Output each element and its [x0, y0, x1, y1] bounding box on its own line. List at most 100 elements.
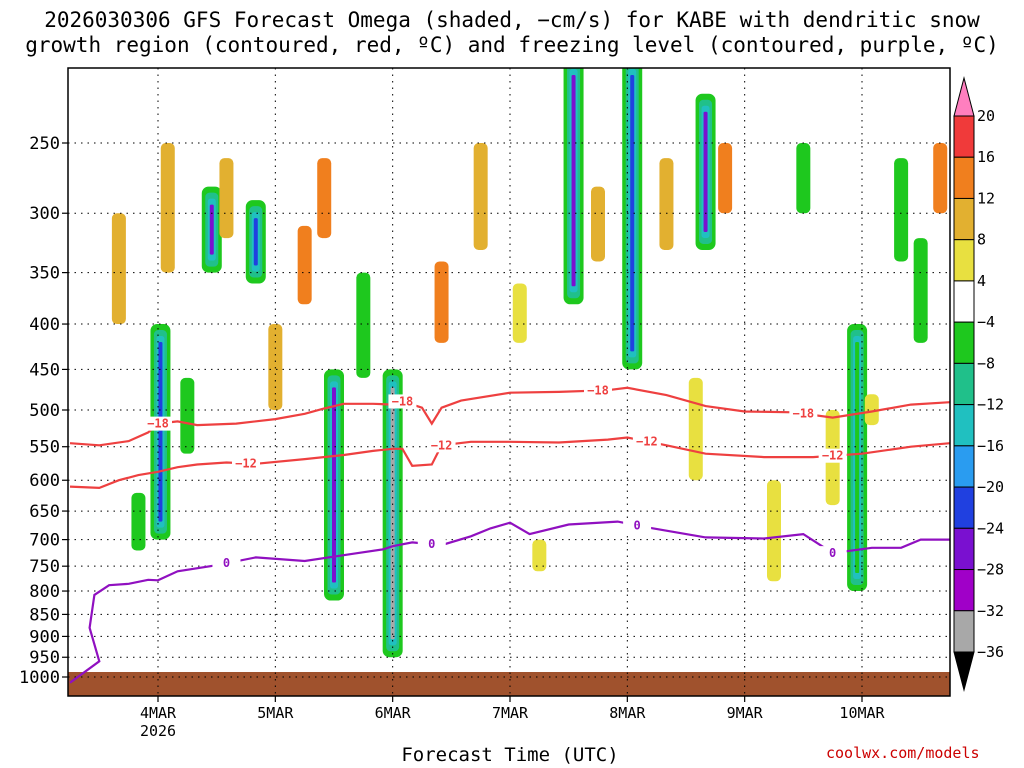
- omega-cell: [332, 387, 336, 583]
- contour-line-m12: [69, 436, 950, 490]
- contour-label-bg: [212, 556, 241, 571]
- omega-cell: [390, 387, 395, 640]
- colorbar-segment: [953, 115, 975, 158]
- y-tick-label: 250: [29, 134, 60, 154]
- contour-labels: −18 −18 −18 −18 −12 −12 −12 −12 0 0 0 0: [144, 383, 847, 571]
- omega-cell: [767, 480, 781, 582]
- omega-cell: [317, 158, 332, 239]
- y-tick-label: 850: [29, 605, 60, 625]
- omega-cell: [356, 272, 371, 378]
- omega-cell: [913, 238, 928, 343]
- colorbar-label: −8: [977, 354, 995, 372]
- contour-label: −18: [147, 417, 169, 431]
- y-axis: 2503003504004505005506006507007508008509…: [19, 134, 68, 688]
- contour-label: 0: [428, 537, 435, 551]
- x-tick-label: 6MAR: [375, 704, 412, 722]
- omega-cell: [703, 111, 708, 232]
- credit-link[interactable]: coolwx.com/models: [826, 744, 980, 762]
- omega-cell: [933, 143, 948, 214]
- colorbar-label: 12: [977, 189, 995, 207]
- gridlines: [68, 68, 950, 696]
- y-tick-label: 600: [29, 471, 60, 491]
- contour-label-bg: [789, 406, 818, 421]
- colorbar-max-triangle: [953, 76, 975, 117]
- y-tick-label: 650: [29, 502, 60, 522]
- omega-cell: [571, 75, 576, 287]
- omega-cell: [688, 377, 703, 481]
- omega-cell: [131, 492, 146, 551]
- colorbar-min-triangle: [953, 651, 975, 692]
- contour-label: 0: [829, 546, 836, 560]
- colorbar-segment: [953, 404, 975, 447]
- colorbar-label: −24: [977, 519, 1004, 537]
- omega-cell: [630, 75, 635, 352]
- contour-label-bg: [632, 434, 661, 449]
- x-tick-label: 7MAR: [492, 704, 529, 722]
- y-tick-label: 700: [29, 531, 60, 551]
- omega-cell: [591, 186, 605, 262]
- x-tick-sublabel: 2026: [140, 722, 176, 740]
- colorbar-segment: [953, 280, 975, 323]
- contour-label: −12: [235, 456, 257, 470]
- y-tick-label: 450: [29, 360, 60, 380]
- y-tick-label: 800: [29, 582, 60, 602]
- colorbar-label: 4: [977, 272, 986, 290]
- colorbar-segment: [953, 156, 975, 199]
- colorbar-segment: [953, 569, 975, 612]
- y-tick-label: 400: [29, 315, 60, 335]
- contour-label: −18: [392, 394, 414, 408]
- colorbar-label: −16: [977, 437, 1004, 455]
- colorbar-label: −20: [977, 478, 1004, 496]
- ground-surface: [68, 672, 950, 696]
- omega-cell: [297, 225, 312, 305]
- contour-label: −18: [792, 407, 814, 421]
- colorbar-label: 16: [977, 148, 995, 166]
- contour-label-bg: [232, 456, 260, 471]
- contour-label-bg: [623, 518, 652, 533]
- chart-title: 2026030306 GFS Forecast Omega (shaded, −…: [0, 8, 1024, 58]
- y-tick-label: 1000: [19, 668, 60, 688]
- omega-cell: [894, 158, 909, 262]
- omega-cell: [219, 158, 234, 239]
- omega-cell: [512, 283, 527, 343]
- colorbar-label: −32: [977, 602, 1004, 620]
- colorbar-label: −4: [977, 313, 995, 331]
- omega-cell: [111, 213, 126, 325]
- contour-label-bg: [818, 448, 847, 463]
- omega-cell: [158, 342, 163, 522]
- contour-label-bg: [427, 438, 456, 453]
- x-tick-label: 10MAR: [839, 704, 885, 722]
- contour-label-bg: [388, 394, 417, 409]
- y-tick-label: 350: [29, 264, 60, 284]
- chart-title-line2: growth region (contoured, red, ºC) and f…: [25, 33, 999, 57]
- omega-cell: [659, 158, 674, 250]
- contour-label-bg: [818, 546, 847, 561]
- omega-cell: [209, 204, 214, 255]
- colorbar-label: −36: [977, 643, 1004, 661]
- colorbar-label: 20: [977, 107, 995, 125]
- x-tick-label: 8MAR: [609, 704, 646, 722]
- colorbar-segment: [953, 197, 975, 241]
- omega-cell: [160, 143, 175, 273]
- contour-label: −12: [636, 434, 658, 448]
- x-axis-title: Forecast Time (UTC): [401, 744, 619, 766]
- colorbar-label: −12: [977, 396, 1004, 414]
- omega-cell: [434, 261, 449, 343]
- x-tick-label: 4MAR: [140, 704, 177, 722]
- x-tick-label: 5MAR: [257, 704, 294, 722]
- y-tick-label: 750: [29, 557, 60, 577]
- omega-cell: [532, 539, 547, 572]
- contour-label: 0: [633, 518, 640, 532]
- y-tick-label: 500: [29, 401, 60, 421]
- colorbar-segment: [953, 486, 975, 529]
- colorbar-segment: [953, 610, 975, 653]
- x-tick-label: 9MAR: [727, 704, 764, 722]
- contour-label: −12: [822, 449, 844, 463]
- colorbar-segment: [953, 527, 975, 571]
- colorbar-segment: [953, 321, 975, 364]
- omega-cell: [855, 342, 860, 574]
- colorbar-segment: [953, 239, 975, 282]
- colorbar-segment: [953, 362, 975, 406]
